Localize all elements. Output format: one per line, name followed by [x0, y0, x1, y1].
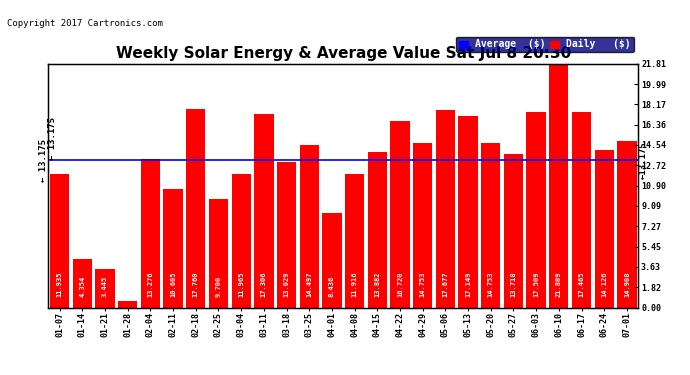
- Text: ← 13.175: ← 13.175: [48, 117, 57, 160]
- Text: 17.509: 17.509: [533, 272, 539, 297]
- Bar: [504, 154, 523, 308]
- Bar: [526, 112, 546, 308]
- Bar: [618, 141, 637, 308]
- Bar: [72, 259, 92, 308]
- Text: 13.276: 13.276: [148, 272, 153, 297]
- Bar: [391, 121, 410, 308]
- Bar: [413, 142, 433, 308]
- Text: 13.882: 13.882: [374, 272, 380, 297]
- Bar: [481, 142, 500, 308]
- Text: Copyright 2017 Cartronics.com: Copyright 2017 Cartronics.com: [7, 19, 163, 28]
- Bar: [232, 174, 250, 308]
- Bar: [368, 152, 387, 308]
- Bar: [322, 213, 342, 308]
- Text: 8.436: 8.436: [329, 276, 335, 297]
- Bar: [299, 146, 319, 308]
- Bar: [549, 64, 569, 308]
- Bar: [436, 110, 455, 308]
- Title: Weekly Solar Energy & Average Value Sat Jul 8 20:30: Weekly Solar Energy & Average Value Sat …: [116, 46, 571, 61]
- Text: ← 13.175: ← 13.175: [39, 139, 48, 182]
- Bar: [277, 162, 296, 308]
- Text: 11.935: 11.935: [57, 272, 63, 297]
- Bar: [595, 150, 614, 308]
- Text: 21.809: 21.809: [556, 272, 562, 297]
- Text: 4.354: 4.354: [79, 276, 86, 297]
- Text: 9.700: 9.700: [215, 276, 221, 297]
- Bar: [118, 301, 137, 307]
- Text: 16.720: 16.720: [397, 272, 403, 297]
- Legend: Average  ($), Daily   ($): Average ($), Daily ($): [456, 37, 633, 52]
- Bar: [186, 109, 206, 307]
- Bar: [209, 199, 228, 308]
- Text: 0.554: 0.554: [125, 276, 130, 297]
- Text: 3.445: 3.445: [102, 276, 108, 297]
- Text: 17.465: 17.465: [578, 272, 584, 297]
- Text: 17.306: 17.306: [261, 272, 267, 297]
- Bar: [458, 116, 477, 308]
- Text: ←13.175: ←13.175: [638, 141, 647, 179]
- Text: 14.753: 14.753: [420, 272, 426, 297]
- Bar: [164, 189, 183, 308]
- Text: 14.908: 14.908: [624, 272, 630, 297]
- Bar: [345, 174, 364, 308]
- Bar: [95, 269, 115, 308]
- Text: 17.149: 17.149: [465, 272, 471, 297]
- Text: 17.677: 17.677: [442, 272, 448, 297]
- Bar: [141, 159, 160, 308]
- Bar: [572, 112, 591, 308]
- Text: 13.029: 13.029: [284, 272, 290, 297]
- Text: 13.718: 13.718: [511, 272, 516, 297]
- Bar: [254, 114, 273, 308]
- Text: 14.497: 14.497: [306, 272, 313, 297]
- Text: 10.605: 10.605: [170, 272, 176, 297]
- Text: 11.965: 11.965: [238, 272, 244, 297]
- Text: 14.126: 14.126: [601, 272, 607, 297]
- Text: 11.916: 11.916: [352, 272, 357, 297]
- Text: 17.760: 17.760: [193, 272, 199, 297]
- Bar: [50, 174, 69, 308]
- Text: 14.753: 14.753: [488, 272, 494, 297]
